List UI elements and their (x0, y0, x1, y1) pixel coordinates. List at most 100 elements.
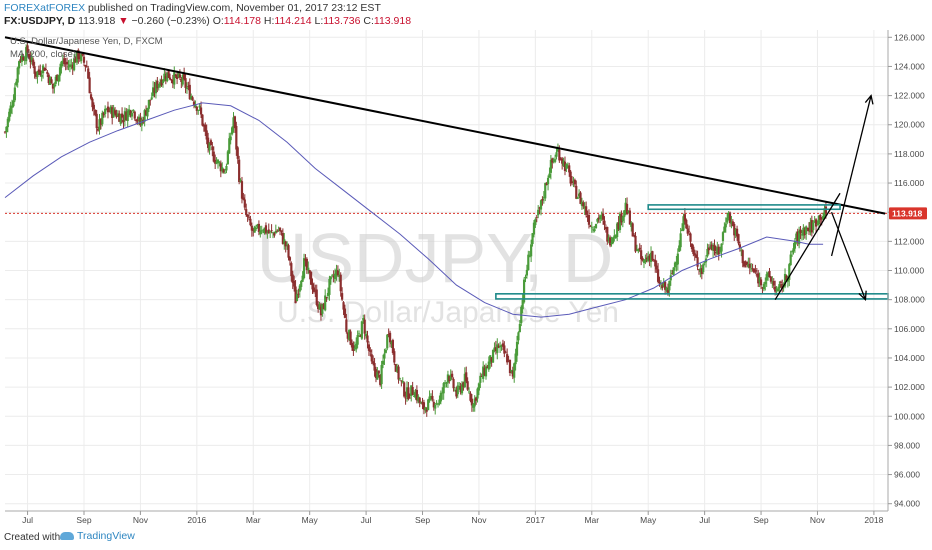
trendline[interactable] (4, 36, 886, 215)
candle-body (183, 72, 186, 80)
candle-body (695, 254, 698, 258)
candle-body (565, 164, 568, 169)
candle-body (580, 201, 584, 206)
candle-body (469, 393, 472, 401)
x-tick-label: Jul (361, 515, 372, 525)
candle-body (634, 235, 637, 252)
change-down-icon: ▼ (118, 15, 129, 27)
candle-body (442, 383, 445, 394)
candle-body (735, 228, 739, 237)
candle-body (184, 78, 187, 88)
candle-body (778, 284, 781, 289)
series-legend[interactable]: U.S. Dollar/Japanese Yen, D, FXCM (10, 36, 163, 47)
candle-body (230, 127, 234, 135)
candle-body (603, 220, 606, 225)
candle-body (139, 117, 142, 126)
candle-body (174, 74, 177, 76)
resistance-box[interactable] (647, 204, 841, 211)
candle-body (662, 282, 665, 287)
price-axis[interactable]: 126.000 124.000 122.000 120.000 118.000 116.0… (888, 32, 925, 509)
candle-body (27, 54, 31, 59)
candle-body (18, 61, 21, 69)
x-tick-label: Nov (810, 515, 826, 525)
candle-body (577, 193, 581, 197)
candle-body (573, 179, 576, 185)
candle-body (132, 109, 135, 111)
candle-body (144, 110, 148, 116)
candle-body (425, 409, 428, 412)
candle-body (376, 371, 379, 380)
drawings[interactable] (4, 36, 889, 302)
candle-body (159, 82, 162, 87)
candle-body (625, 203, 629, 215)
ma-legend[interactable]: MA (200, close) (10, 49, 76, 60)
candle-body (271, 232, 275, 234)
current-price: 113.918 (78, 15, 116, 27)
candle-body (785, 275, 788, 280)
candle-body (458, 385, 461, 387)
candle-body (252, 228, 255, 231)
candle-body (78, 56, 81, 60)
candle-body (417, 396, 420, 402)
candle-body (414, 392, 417, 398)
candle-body (552, 159, 555, 162)
y-tick-label: 106.000 (894, 324, 925, 334)
candle-body (467, 391, 471, 393)
candle-body (192, 101, 196, 106)
candle-body (262, 231, 265, 233)
candle-body (13, 87, 16, 101)
candle-body (298, 285, 301, 292)
candle-body (720, 243, 723, 252)
candle-body (449, 374, 452, 380)
candle-body (707, 247, 710, 251)
candle-body (555, 152, 558, 157)
candle-body (109, 106, 112, 113)
last-price-tag: 113.918 (889, 207, 927, 220)
candle-body (455, 390, 458, 397)
candle-body (812, 222, 815, 231)
wedge-line[interactable] (774, 192, 841, 300)
candle-body (761, 287, 764, 289)
candle-body (466, 381, 469, 390)
candle-body (367, 344, 371, 351)
candle-body (748, 263, 751, 268)
x-tick-label: Mar (584, 515, 599, 525)
arrow-down[interactable] (830, 211, 867, 300)
tradingview-logo[interactable]: TradingView (60, 530, 135, 542)
moving-average-line (4, 102, 824, 318)
candle-body (792, 248, 795, 252)
candle-body (317, 304, 320, 310)
candle-body (415, 389, 418, 401)
candle-body (666, 289, 670, 293)
candle-body (147, 99, 150, 109)
candle-body (240, 181, 244, 199)
candle-body (253, 226, 256, 233)
candle-body (661, 285, 664, 289)
candle-body (548, 173, 551, 178)
candle-body (491, 349, 495, 363)
candle-body (405, 387, 409, 398)
candle-body (104, 108, 107, 115)
candle-body (572, 180, 575, 182)
symbol-label[interactable]: FX:USDJPY, D (4, 15, 76, 27)
candle-body (616, 223, 619, 237)
candle-body (372, 361, 375, 364)
candle-body (398, 378, 402, 380)
candle-body (82, 56, 86, 63)
candle-body (68, 64, 71, 68)
time-axis[interactable]: Jul Sep Nov 2016 Mar May Jul Sep Nov 2017 Mar May Ju… (22, 511, 884, 525)
candle-body (775, 288, 778, 290)
candle-body (136, 119, 139, 122)
x-tick-label: 2016 (187, 515, 206, 525)
candle-body (214, 159, 217, 164)
candle-body (383, 353, 386, 359)
candle-body (98, 119, 101, 130)
candle-body (308, 270, 311, 274)
candle-body (451, 373, 454, 378)
candle-body (154, 82, 158, 94)
candle-body (322, 303, 325, 310)
candle-body (295, 294, 299, 301)
candle-body (445, 382, 448, 384)
author-link[interactable]: FOREXatFOREX (4, 2, 86, 14)
